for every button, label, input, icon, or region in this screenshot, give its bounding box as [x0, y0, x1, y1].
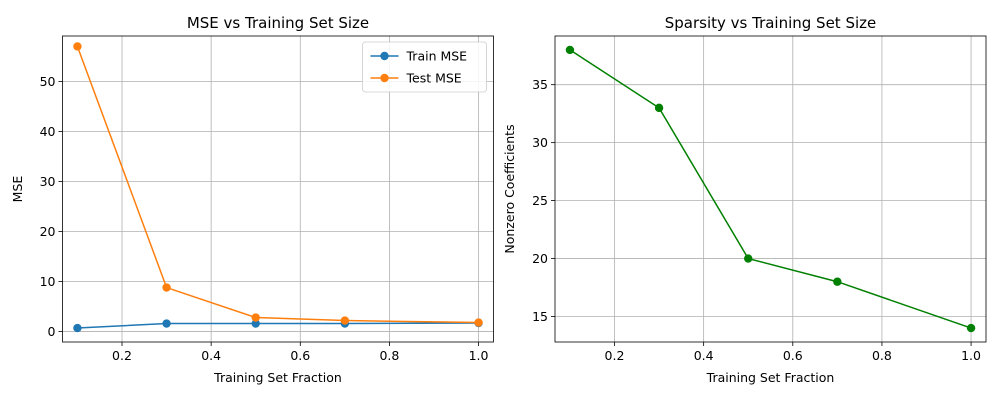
data-point [341, 316, 349, 324]
y-tick-label: 50 [40, 74, 56, 89]
series-line-1 [570, 50, 971, 328]
data-point [252, 313, 260, 321]
data-point [474, 318, 482, 326]
y-axis-label: MSE [10, 176, 25, 203]
data-point [833, 278, 841, 286]
x-tick-label: 0.2 [112, 348, 132, 363]
x-tick-label: 0.2 [605, 348, 625, 363]
x-tick-label: 0.6 [783, 348, 803, 363]
x-tick-label: 1.0 [469, 348, 489, 363]
data-point [566, 46, 574, 54]
y-tick-label: 20 [40, 224, 56, 239]
x-tick-label: 0.8 [872, 348, 892, 363]
chart-title: MSE vs Training Set Size [187, 14, 369, 32]
chart-title: Sparsity vs Training Set Size [665, 14, 877, 32]
legend-label: Train MSE [406, 49, 468, 64]
y-axis-label: Nonzero Coefficients [502, 124, 517, 253]
data-point [967, 324, 975, 332]
data-point [162, 283, 170, 291]
x-tick-label: 1.0 [961, 348, 981, 363]
chart-1: 0.2 0.4 0.6 0.8 1.0 0 10 20 30 40 50 MSE vs Trainin… [10, 14, 494, 385]
legend: Train MSE Test MSE [363, 42, 487, 92]
x-tick-label: 0.4 [694, 348, 714, 363]
y-tick-label: 30 [532, 135, 548, 150]
legend-label: Test MSE [406, 71, 462, 86]
y-tick-label: 40 [40, 124, 56, 139]
chart-2: 0.2 0.4 0.6 0.8 1.0 15 20 25 30 35 Sparsity vs Tra… [502, 14, 986, 385]
legend-marker [380, 74, 388, 82]
legend-marker [380, 52, 388, 60]
data-point [655, 104, 663, 112]
series-line-1 [77, 323, 478, 328]
data-point [73, 42, 81, 50]
y-tick-label: 15 [532, 309, 548, 324]
data-point [73, 324, 81, 332]
x-tick-label: 0.4 [201, 348, 221, 363]
x-tick-label: 0.8 [379, 348, 399, 363]
data-point [744, 254, 752, 262]
y-tick-label: 35 [532, 77, 548, 92]
y-tick-label: 10 [40, 274, 56, 289]
data-point [162, 319, 170, 327]
y-tick-label: 30 [40, 174, 56, 189]
y-tick-label: 20 [532, 251, 548, 266]
x-axis-label: Training Set Fraction [213, 370, 342, 385]
y-tick-label: 0 [48, 324, 56, 339]
y-tick-label: 25 [532, 193, 548, 208]
x-tick-label: 0.6 [290, 348, 310, 363]
x-axis-label: Training Set Fraction [706, 370, 835, 385]
